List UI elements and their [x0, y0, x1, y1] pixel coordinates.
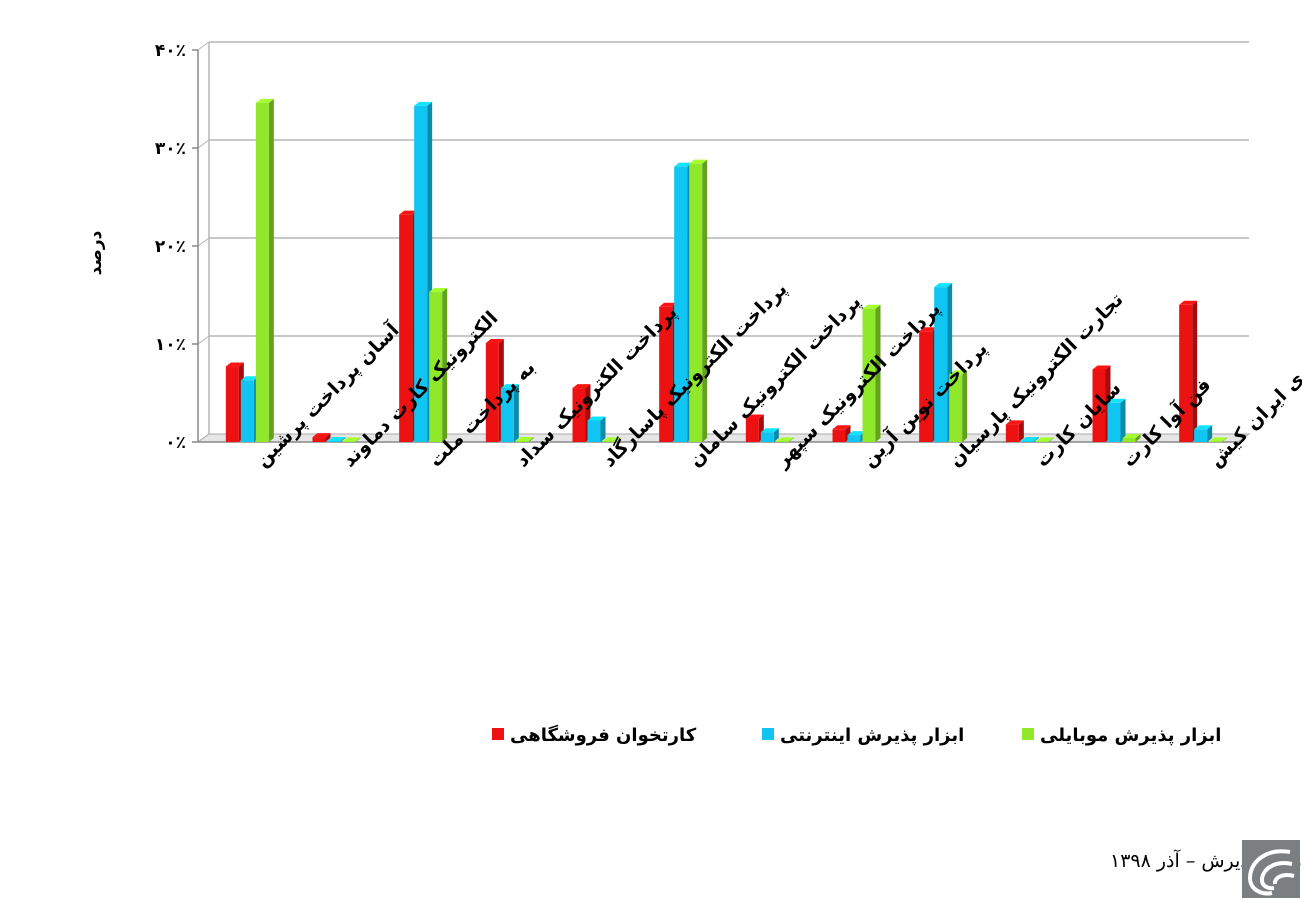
y-tick-label: ۲۰٪ [155, 237, 186, 257]
legend-swatch [1022, 728, 1034, 740]
gridline-diagonal [197, 237, 210, 247]
bar [689, 159, 708, 442]
legend-item: ابزار پذیرش اینترنتی [762, 725, 964, 746]
bar [1020, 437, 1039, 442]
bar [760, 428, 779, 442]
bar [500, 384, 519, 442]
bar [745, 414, 764, 442]
bar [1194, 425, 1213, 442]
gridline-diagonal [197, 41, 210, 51]
legend-swatch [762, 728, 774, 740]
y-tick-labels: ۰٪ ۱۰٪ ۲۰٪ ۳۰٪ ۴۰٪ [155, 41, 186, 453]
bar [1122, 434, 1141, 442]
bars [225, 98, 1228, 443]
bar [515, 437, 534, 442]
bar [429, 288, 448, 442]
bar [1179, 300, 1198, 442]
bar [327, 437, 346, 442]
x-category-label: کارت اعتباری ایران کیش [1205, 291, 1302, 472]
bar [587, 416, 606, 442]
bar [775, 437, 794, 442]
axes [192, 42, 1251, 443]
legend: کارتخوان فروشگاهی ابزار پذیرش اینترنتی ابز… [492, 724, 1221, 746]
y-axis-title: درصد [86, 230, 106, 275]
bar [1209, 437, 1228, 442]
legend-label: کارتخوان فروشگاهی [510, 724, 697, 746]
bar [312, 433, 331, 442]
gridlines [197, 41, 1249, 443]
bar [255, 98, 274, 443]
bar [1005, 420, 1024, 442]
bar [602, 437, 621, 442]
legend-label: ابزار پذیرش اینترنتی [780, 725, 964, 746]
legend-item: کارتخوان فروشگاهی [492, 724, 697, 746]
x-category-label: پرداخت الکترونیک سداد [511, 301, 681, 471]
bar [934, 283, 953, 442]
bar [832, 425, 851, 442]
bar [342, 437, 361, 442]
bar [1107, 398, 1126, 442]
bar [1035, 437, 1054, 442]
y-tick-label: ۳۰٪ [155, 139, 186, 159]
publisher-logo-icon [1242, 840, 1300, 898]
x-category-label: فن آوا کارت [1117, 373, 1216, 472]
gridline-diagonal [197, 139, 210, 149]
bar [949, 370, 968, 442]
x-category-label: پرداخت الکترونیک سپهر [771, 298, 945, 472]
y-tick-label: ۱۰٪ [155, 335, 186, 355]
legend-item: ابزار پذیرش موبایلی [1022, 725, 1221, 746]
legend-swatch [492, 728, 504, 740]
y-tick-label: ۰٪ [165, 433, 186, 453]
y-tick-label: ۴۰٪ [155, 41, 186, 61]
legend-label: ابزار پذیرش موبایلی [1040, 725, 1221, 746]
x-category-label: پرداخت الکترونیک سامان [685, 291, 866, 472]
bar [862, 304, 881, 442]
gridline-diagonal [197, 335, 210, 345]
